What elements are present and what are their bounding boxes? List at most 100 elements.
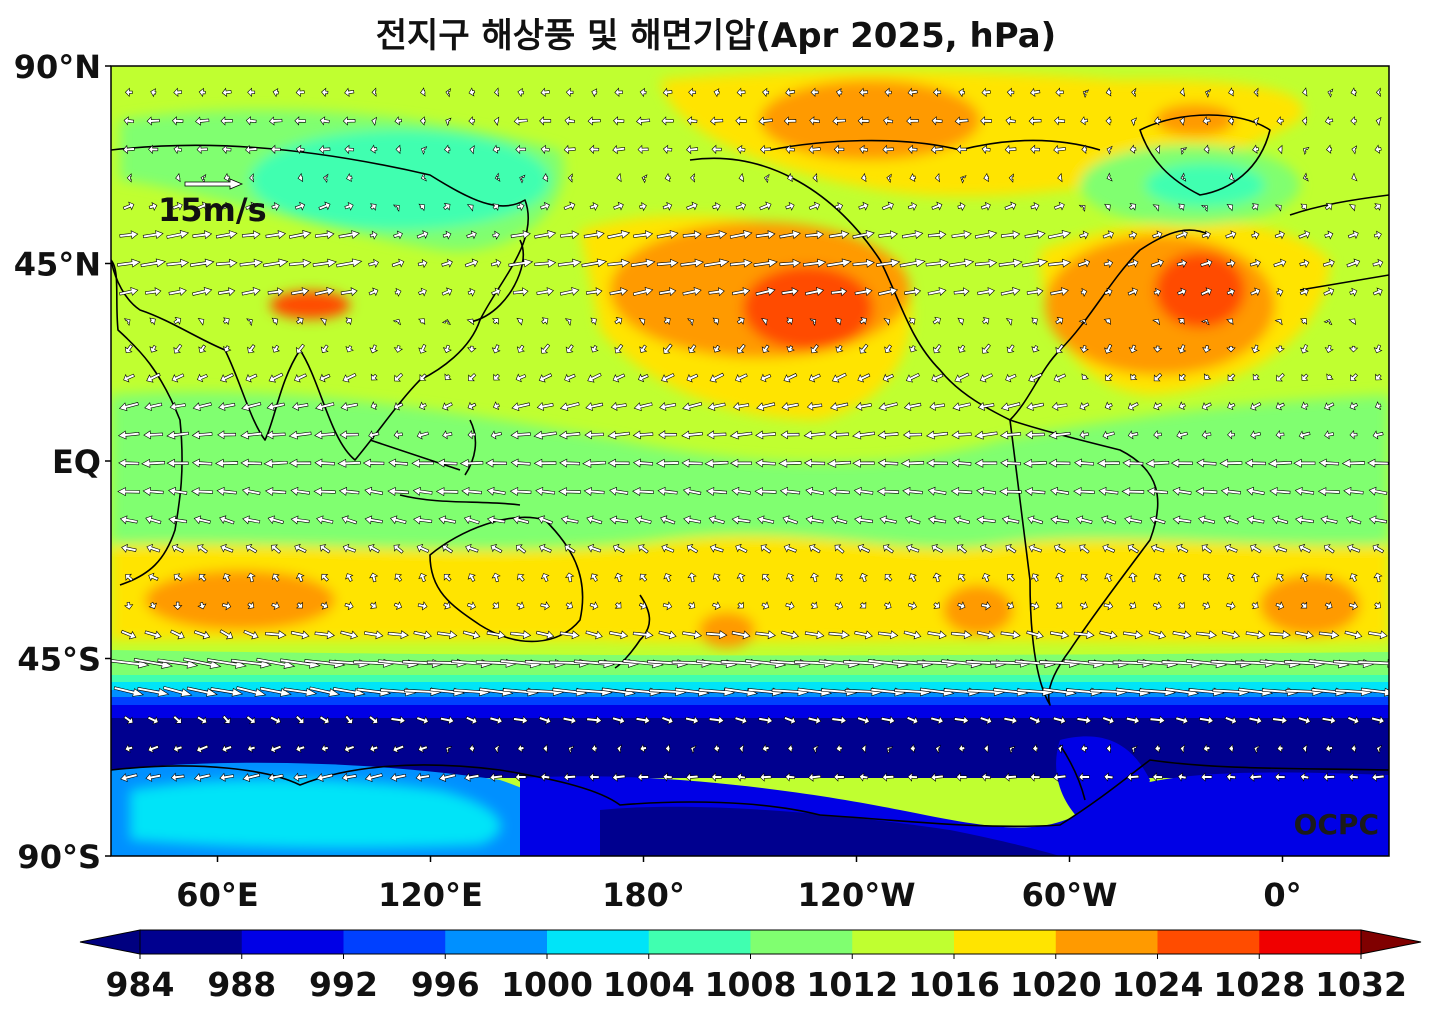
wind-arrow-shape: [538, 373, 553, 383]
wind-arrow-shape: [461, 486, 482, 496]
wind-arrow-shape: [1224, 716, 1237, 725]
wind-arrow-shape: [467, 601, 476, 611]
wind-arrow: [1202, 345, 1212, 353]
wind-arrow-shape: [1102, 715, 1115, 725]
wind-arrow: [1006, 601, 1014, 610]
wind-arrow-shape: [639, 87, 647, 98]
wind-arrow: [1124, 515, 1142, 525]
wind-arrow: [1226, 258, 1236, 269]
wind-arrow: [1048, 430, 1071, 440]
wind-arrow: [636, 116, 651, 126]
wind-arrow-shape: [953, 287, 970, 297]
wind-arrow-shape: [393, 401, 404, 411]
wind-arrow-shape: [1300, 344, 1309, 354]
wind-arrow: [564, 318, 572, 326]
wind-arrow-shape: [812, 173, 818, 183]
wind-arrow: [512, 287, 529, 297]
wind-arrow-shape: [933, 601, 940, 609]
wind-arrow: [810, 601, 818, 610]
wind-arrow-shape: [442, 344, 452, 354]
wind-arrow-shape: [633, 230, 654, 240]
wind-arrow-shape: [1250, 287, 1261, 297]
wind-arrow: [779, 258, 801, 268]
wind-arrow-shape: [1347, 543, 1361, 553]
wind-arrow: [395, 144, 401, 155]
wind-arrow: [1349, 287, 1358, 297]
wind-arrow-shape: [735, 116, 747, 126]
wind-arrow: [192, 402, 212, 412]
wind-arrow: [540, 144, 550, 155]
wind-arrow: [1324, 230, 1334, 240]
wind-arrow-shape: [779, 486, 801, 496]
wind-arrow: [149, 317, 156, 326]
wind-arrow: [950, 487, 973, 497]
wind-arrow: [345, 345, 354, 353]
wind-arrow: [686, 116, 698, 126]
wind-arrow: [639, 202, 647, 212]
wind-arrow: [241, 230, 261, 240]
wind-arrow: [782, 515, 799, 525]
wind-arrow: [1079, 544, 1090, 554]
wind-arrow: [443, 203, 451, 211]
wind-arrow: [927, 486, 947, 496]
wind-arrow: [364, 773, 383, 782]
wind-arrow: [882, 144, 894, 155]
wind-arrow-shape: [616, 172, 622, 183]
wind-arrow-shape: [805, 515, 824, 525]
wind-arrow-shape: [1324, 544, 1335, 554]
wind-arrow: [709, 116, 724, 126]
wind-arrow-shape: [1102, 543, 1116, 553]
lon-tick-label: 60°E: [176, 876, 258, 914]
wind-arrow: [436, 458, 458, 468]
wind-arrow: [1298, 543, 1311, 554]
wind-arrow: [290, 630, 310, 640]
wind-arrow-shape: [1153, 401, 1163, 411]
wind-arrow: [314, 287, 335, 296]
lon-tick-label: 120°E: [378, 876, 483, 914]
wind-arrow: [688, 344, 697, 354]
wind-arrow: [171, 116, 184, 126]
wind-arrow: [1131, 87, 1137, 98]
wind-arrow-shape: [803, 430, 826, 440]
wind-arrow-shape: [557, 258, 582, 268]
wind-arrow: [443, 601, 451, 610]
wind-arrow-shape: [630, 258, 656, 268]
wind-arrow: [435, 487, 459, 497]
wind-arrow: [833, 772, 845, 782]
wind-arrow: [1026, 630, 1044, 640]
wind-arrow: [981, 343, 991, 354]
wind-arrow: [1008, 173, 1014, 183]
wind-arrow-shape: [564, 318, 572, 326]
wind-arrow: [1344, 630, 1363, 640]
wind-arrow: [828, 230, 850, 240]
wind-arrow-shape: [736, 87, 746, 97]
wind-arrow: [1272, 715, 1288, 725]
lat-tick-label: 45°S: [17, 641, 101, 679]
wind-arrow-shape: [976, 486, 996, 496]
wind-arrow: [886, 173, 892, 183]
wind-arrow-shape: [761, 318, 768, 326]
wind-arrow: [289, 258, 312, 268]
wind-arrow: [908, 345, 918, 353]
wind-arrow: [783, 373, 798, 383]
wind-arrow: [1054, 201, 1065, 211]
wind-arrow-shape: [1326, 144, 1332, 154]
wind-arrow-shape: [951, 230, 972, 240]
wind-arrow-shape: [565, 572, 575, 583]
wind-arrow: [1009, 745, 1016, 755]
wind-arrow: [931, 373, 944, 383]
wind-arrow: [661, 373, 675, 383]
wind-arrow-shape: [927, 630, 947, 640]
wind-arrow: [198, 344, 207, 353]
wind-arrow-shape: [1153, 573, 1162, 582]
wind-arrow-shape: [123, 601, 134, 610]
wind-arrow: [787, 172, 794, 183]
wind-arrow: [1028, 116, 1042, 126]
wind-arrow-shape: [957, 601, 966, 610]
wind-arrow: [930, 715, 944, 725]
wind-arrow-shape: [1175, 715, 1189, 725]
wind-arrow-shape: [686, 373, 699, 383]
wind-arrow: [831, 372, 847, 383]
wind-arrow-shape: [639, 573, 648, 582]
wind-arrow: [1376, 744, 1382, 754]
